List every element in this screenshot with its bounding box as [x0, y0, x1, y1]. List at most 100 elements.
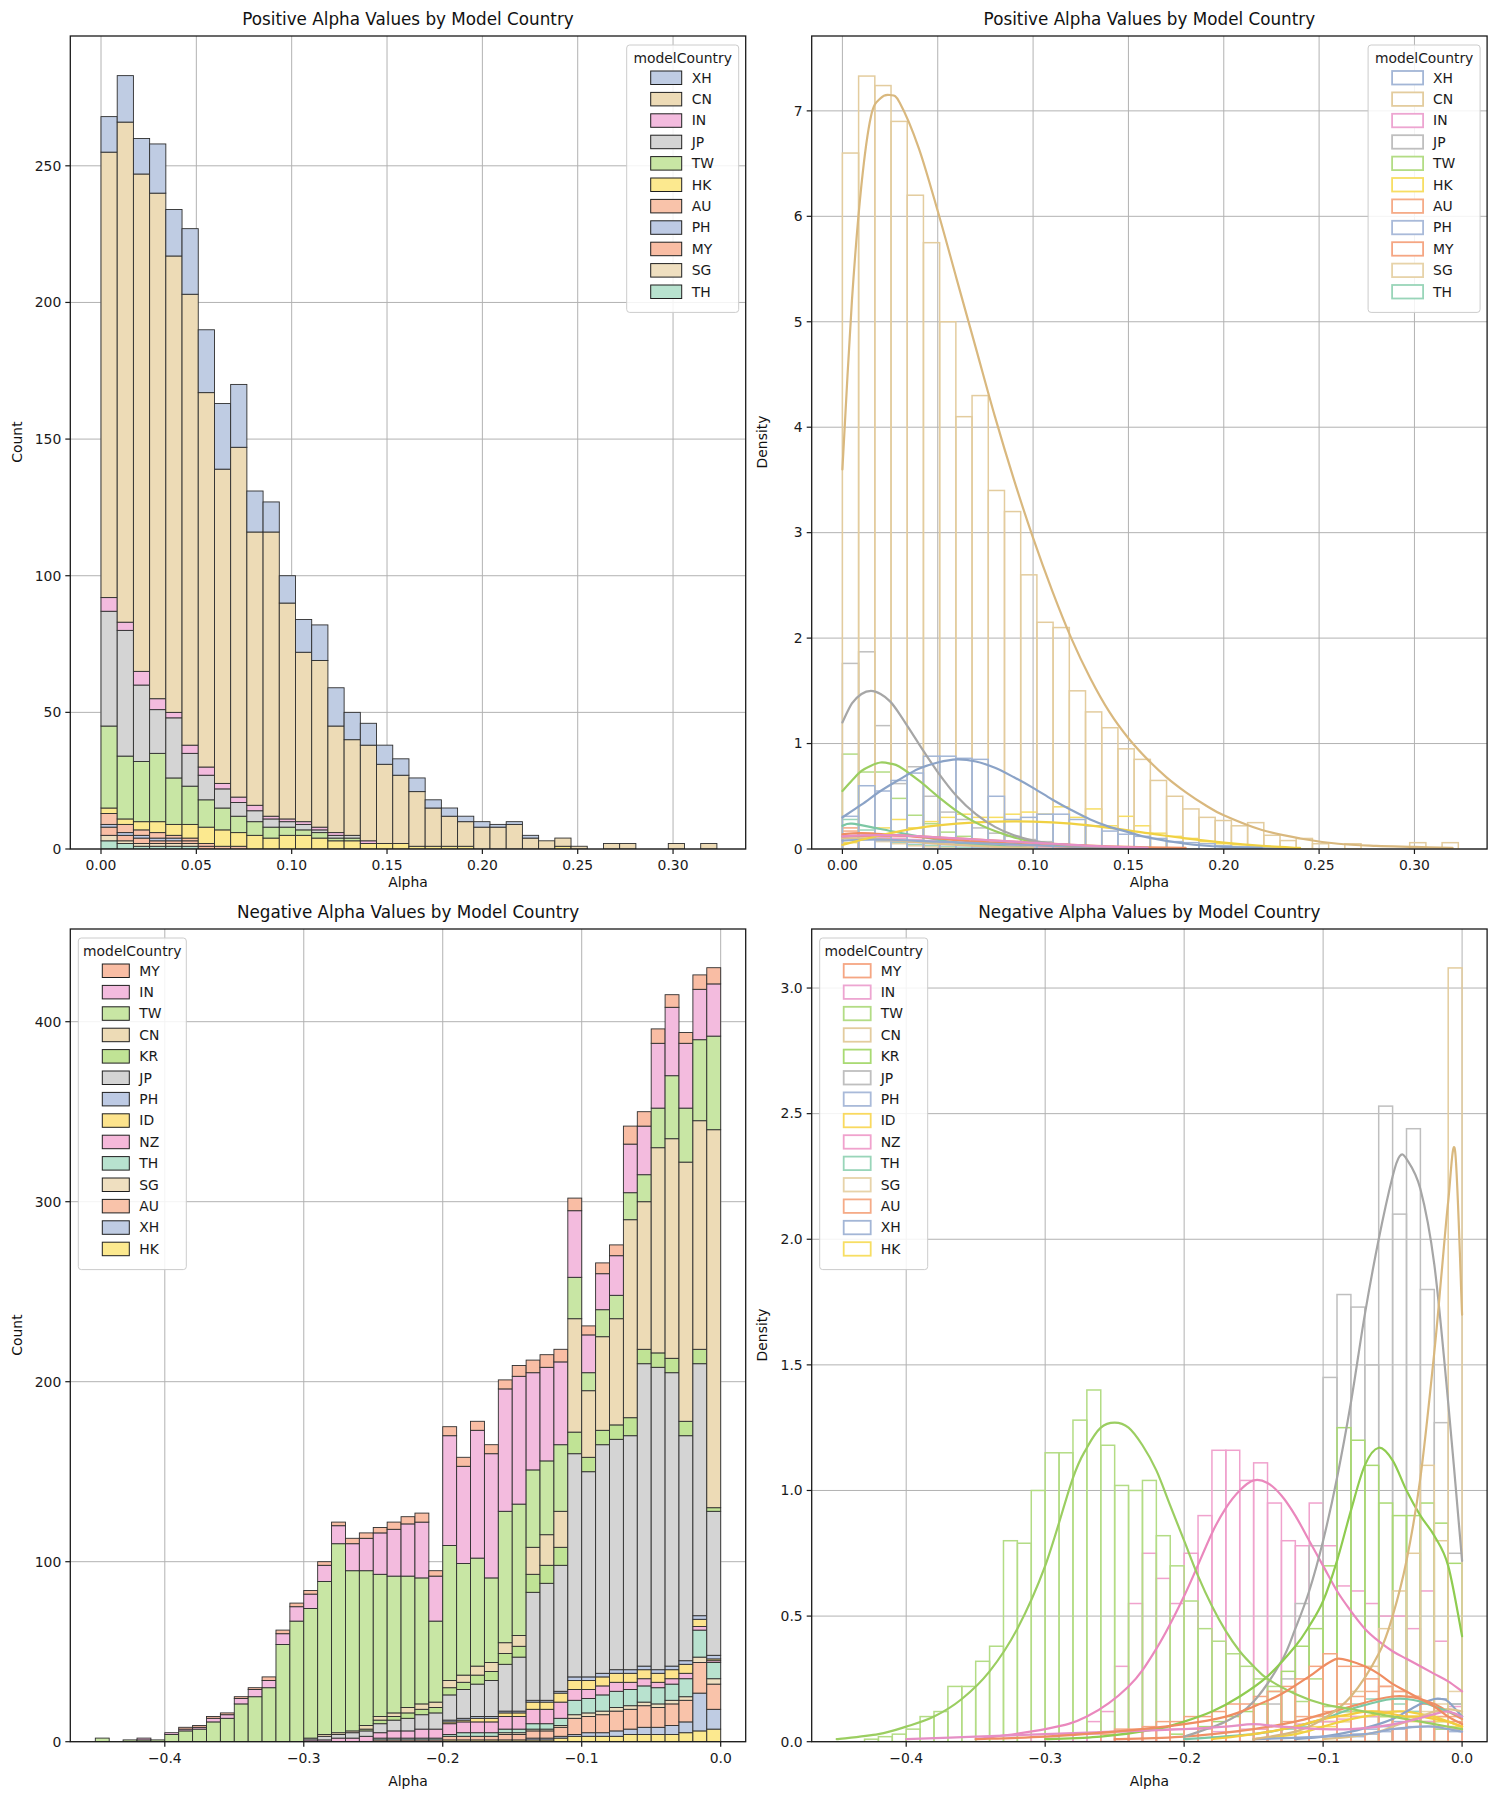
- svg-text:PH: PH: [139, 1091, 158, 1107]
- svg-text:AU: AU: [881, 1198, 901, 1214]
- svg-text:IN: IN: [1433, 112, 1448, 128]
- svg-text:HK: HK: [1433, 177, 1453, 193]
- svg-text:modelCountry: modelCountry: [824, 943, 922, 959]
- svg-text:0: 0: [52, 841, 61, 857]
- svg-text:JP: JP: [138, 1070, 151, 1086]
- svg-text:modelCountry: modelCountry: [633, 50, 731, 66]
- svg-text:−0.1: −0.1: [1306, 1750, 1340, 1766]
- svg-text:JP: JP: [880, 1070, 893, 1086]
- svg-text:TW: TW: [1432, 155, 1455, 171]
- svg-text:NZ: NZ: [881, 1134, 901, 1150]
- panel-negative-density: Negative Alpha Values by Model Country A…: [750, 900, 1500, 1800]
- plot-area: [95, 968, 720, 1742]
- svg-text:−0.3: −0.3: [1028, 1750, 1062, 1766]
- svg-text:JP: JP: [691, 134, 704, 150]
- svg-text:0.10: 0.10: [1018, 857, 1049, 873]
- svg-text:0: 0: [52, 1734, 61, 1750]
- svg-text:0.20: 0.20: [1208, 857, 1239, 873]
- svg-text:0.0: 0.0: [781, 1734, 803, 1750]
- legend: modelCountryMYINTWCNKRJPPHIDNZTHSGAUXHHK: [78, 938, 186, 1270]
- svg-text:0.15: 0.15: [1113, 857, 1144, 873]
- svg-text:0.10: 0.10: [276, 857, 307, 873]
- plot-area: [842, 76, 1458, 849]
- svg-text:−0.4: −0.4: [889, 1750, 923, 1766]
- svg-text:50: 50: [44, 704, 62, 720]
- svg-text:−0.4: −0.4: [148, 1750, 182, 1766]
- svg-text:−0.3: −0.3: [287, 1750, 321, 1766]
- svg-text:MY: MY: [1433, 241, 1454, 257]
- svg-text:3: 3: [794, 524, 803, 540]
- svg-text:0.15: 0.15: [372, 857, 403, 873]
- svg-text:100: 100: [35, 568, 62, 584]
- svg-text:XH: XH: [692, 70, 712, 86]
- svg-text:0.05: 0.05: [922, 857, 953, 873]
- panel-negative-count: Negative Alpha Values by Model Country A…: [0, 900, 750, 1800]
- svg-text:XH: XH: [1433, 70, 1453, 86]
- svg-text:2.0: 2.0: [781, 1231, 803, 1247]
- svg-text:200: 200: [35, 1374, 62, 1390]
- svg-text:4: 4: [794, 419, 803, 435]
- svg-text:XH: XH: [881, 1219, 901, 1235]
- svg-text:KR: KR: [139, 1048, 158, 1064]
- svg-text:0.25: 0.25: [1304, 857, 1335, 873]
- svg-text:7: 7: [794, 103, 803, 119]
- svg-text:MY: MY: [692, 241, 713, 257]
- svg-text:IN: IN: [881, 984, 896, 1000]
- axis-ticks: 0.000.050.100.150.200.250.3001234567: [794, 103, 1430, 873]
- figure: Positive Alpha Values by Model Country A…: [0, 0, 1500, 1800]
- svg-text:HK: HK: [692, 177, 712, 193]
- svg-text:AU: AU: [692, 198, 712, 214]
- svg-text:2.5: 2.5: [781, 1105, 803, 1121]
- plot-area: [101, 76, 717, 849]
- plot-negative-density-histogram: −0.4−0.3−0.2−0.10.00.00.51.01.52.02.53.0…: [750, 900, 1500, 1800]
- svg-text:modelCountry: modelCountry: [83, 943, 181, 959]
- svg-text:CN: CN: [139, 1027, 159, 1043]
- svg-text:0.00: 0.00: [827, 857, 858, 873]
- svg-text:0: 0: [794, 841, 803, 857]
- svg-text:HK: HK: [881, 1241, 901, 1257]
- svg-text:3.0: 3.0: [781, 980, 803, 996]
- svg-text:0.25: 0.25: [562, 857, 593, 873]
- svg-text:0.5: 0.5: [781, 1608, 803, 1624]
- svg-text:TH: TH: [1432, 284, 1452, 300]
- svg-text:0.00: 0.00: [86, 857, 117, 873]
- svg-text:400: 400: [35, 1014, 62, 1030]
- svg-text:ID: ID: [139, 1112, 154, 1128]
- svg-text:200: 200: [35, 294, 62, 310]
- svg-text:SG: SG: [692, 262, 712, 278]
- svg-text:−0.2: −0.2: [1167, 1750, 1201, 1766]
- svg-text:AU: AU: [1433, 198, 1453, 214]
- svg-text:0.0: 0.0: [710, 1750, 732, 1766]
- svg-text:SG: SG: [139, 1177, 159, 1193]
- svg-text:CN: CN: [1433, 91, 1453, 107]
- svg-text:0.30: 0.30: [1399, 857, 1430, 873]
- svg-text:SG: SG: [1433, 262, 1453, 278]
- svg-text:TW: TW: [880, 1005, 903, 1021]
- svg-text:0.30: 0.30: [658, 857, 689, 873]
- svg-text:IN: IN: [692, 112, 707, 128]
- svg-text:100: 100: [35, 1554, 62, 1570]
- legend: modelCountryXHCNINJPTWHKAUPHMYSGTH: [1368, 45, 1480, 312]
- legend: modelCountryXHCNINJPTWHKAUPHMYSGTH: [627, 45, 739, 312]
- svg-text:PH: PH: [692, 219, 711, 235]
- svg-text:AU: AU: [139, 1198, 159, 1214]
- svg-text:150: 150: [35, 431, 62, 447]
- svg-text:MY: MY: [881, 963, 902, 979]
- svg-text:CN: CN: [692, 91, 712, 107]
- svg-text:HK: HK: [139, 1241, 159, 1257]
- svg-text:0.20: 0.20: [467, 857, 498, 873]
- svg-text:250: 250: [35, 158, 62, 174]
- svg-text:NZ: NZ: [139, 1134, 159, 1150]
- svg-text:300: 300: [35, 1194, 62, 1210]
- svg-text:modelCountry: modelCountry: [1375, 50, 1473, 66]
- svg-text:PH: PH: [1433, 219, 1452, 235]
- svg-text:MY: MY: [139, 963, 160, 979]
- svg-text:PH: PH: [881, 1091, 900, 1107]
- svg-text:0.0: 0.0: [1451, 1750, 1473, 1766]
- svg-text:TH: TH: [880, 1155, 900, 1171]
- svg-text:CN: CN: [881, 1027, 901, 1043]
- svg-text:SG: SG: [881, 1177, 901, 1193]
- plot-positive-count-histogram: 0.000.050.100.150.200.250.30050100150200…: [0, 0, 750, 900]
- svg-text:TW: TW: [691, 155, 714, 171]
- svg-text:ID: ID: [881, 1112, 896, 1128]
